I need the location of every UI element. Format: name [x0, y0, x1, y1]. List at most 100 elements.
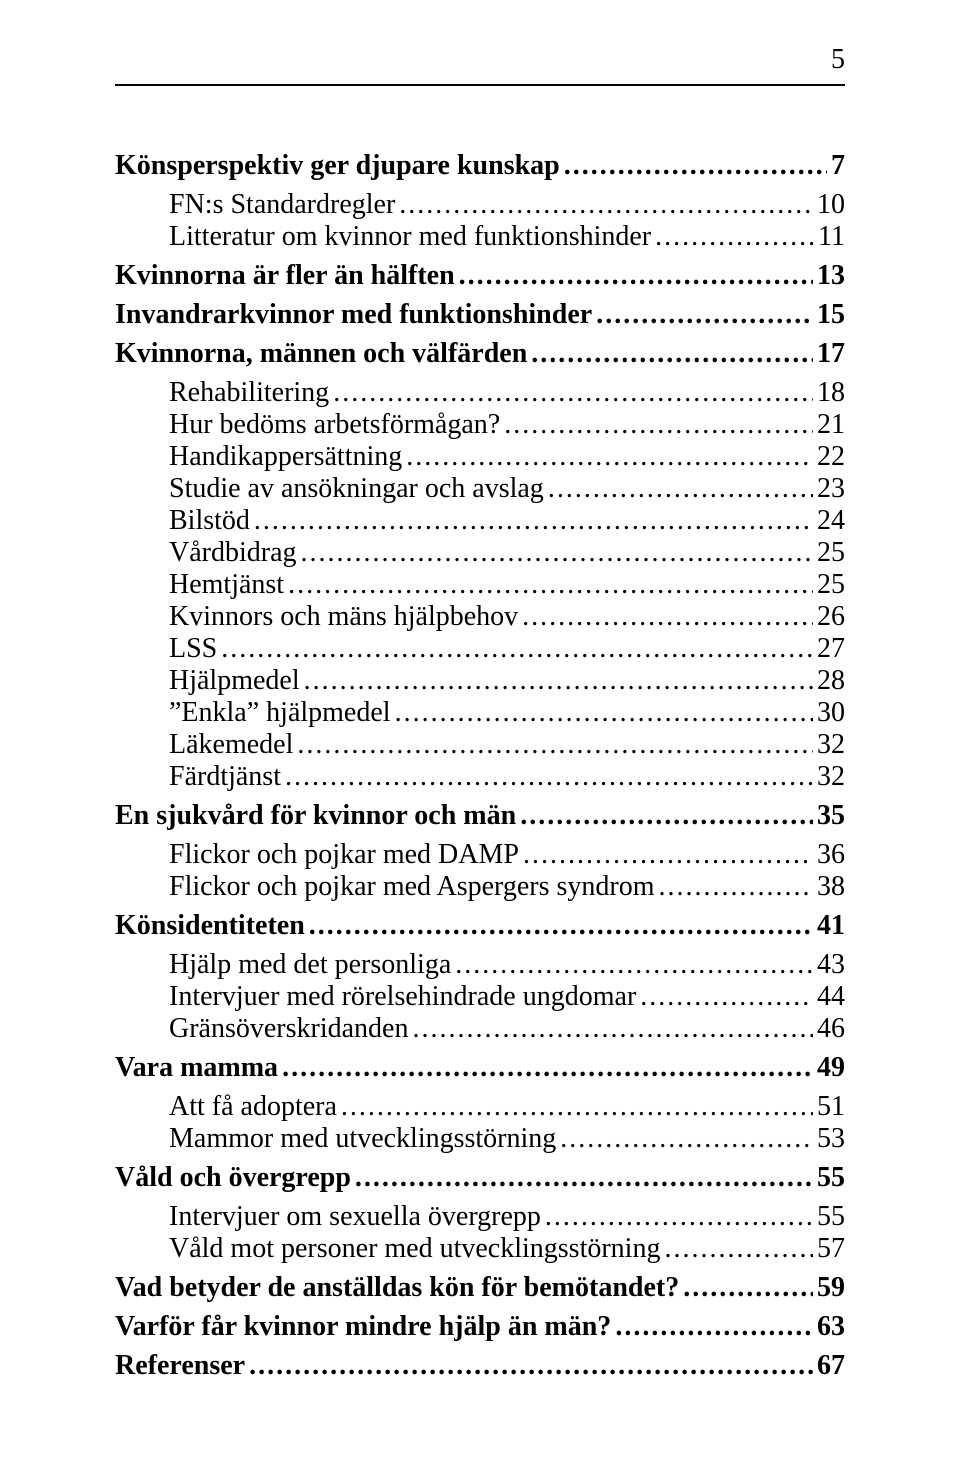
toc-entry-label: Kvinnorna, männen och välfärden	[115, 338, 527, 370]
toc-entry: LSS 27	[115, 633, 845, 665]
toc-entry-page: 7	[831, 150, 845, 182]
toc-entry-page: 44	[817, 981, 845, 1013]
toc-entry: Intervjuer om sexuella övergrepp55	[115, 1201, 845, 1233]
toc-entry-label: Kvinnorna är fler än hälften	[115, 260, 455, 292]
toc-entry: Kvinnors och mäns hjälpbehov26	[115, 601, 845, 633]
toc-entry-page: 32	[817, 761, 845, 793]
toc-entry-label: Hur bedöms arbetsförmågan?	[169, 409, 500, 441]
toc-entry-page: 23	[817, 473, 845, 505]
toc-leader-dots	[640, 981, 813, 1013]
toc-leader-dots	[249, 1350, 813, 1382]
toc-entry: Flickor och pojkar med Aspergers syndrom…	[115, 871, 845, 903]
toc-leader-dots	[288, 569, 813, 601]
toc-entry-label: Könsidentiteten	[115, 910, 305, 942]
toc-leader-dots	[596, 299, 813, 331]
toc-leader-dots	[399, 189, 813, 221]
toc-entry-page: 25	[817, 569, 845, 601]
toc-entry: Våld och övergrepp 55	[115, 1162, 845, 1194]
toc-entry: En sjukvård för kvinnor och män35	[115, 800, 845, 832]
toc-leader-dots	[282, 1052, 813, 1084]
toc-entry-label: Kvinnors och mäns hjälpbehov	[169, 601, 518, 633]
toc-leader-dots	[309, 910, 813, 942]
toc-leader-dots	[548, 473, 813, 505]
toc-entry: Gränsöverskridanden46	[115, 1013, 845, 1045]
toc-leader-dots	[355, 1162, 813, 1194]
toc-leader-dots	[304, 665, 813, 697]
toc-leader-dots	[297, 729, 813, 761]
toc-entry-label: Intervjuer med rörelsehindrade ungdomar	[169, 981, 636, 1013]
toc-leader-dots	[412, 1013, 813, 1045]
toc-entry-label: Invandrarkvinnor med funktionshinder	[115, 299, 592, 331]
toc-entry-label: Rehabilitering	[169, 377, 329, 409]
toc-entry: Könsperspektiv ger djupare kunskap7	[115, 150, 845, 182]
toc-entry-page: 43	[817, 949, 845, 981]
toc-entry-page: 57	[817, 1233, 845, 1265]
toc-leader-dots	[504, 409, 813, 441]
toc-entry-label: Studie av ansökningar och avslag	[169, 473, 544, 505]
toc-entry-label: Vad betyder de anställdas kön för bemöta…	[115, 1272, 679, 1304]
toc-entry-page: 49	[817, 1052, 845, 1084]
toc-leader-dots	[522, 601, 813, 633]
toc-entry-page: 11	[818, 221, 845, 253]
toc-entry-label: Våld mot personer med utvecklingsstörnin…	[169, 1233, 660, 1265]
toc-leader-dots	[683, 1272, 813, 1304]
toc-entry-label: Vårdbidrag	[169, 537, 297, 569]
toc-entry-label: Mammor med utvecklingsstörning	[169, 1123, 556, 1155]
toc-entry-label: Referenser	[115, 1350, 245, 1382]
toc-entry: Hemtjänst25	[115, 569, 845, 601]
toc-entry: ”Enkla” hjälpmedel30	[115, 697, 845, 729]
toc-entry-page: 63	[817, 1311, 845, 1343]
toc-entry-label: Färdtjänst	[169, 761, 281, 793]
toc-entry: Flickor och pojkar med DAMP36	[115, 839, 845, 871]
toc-leader-dots	[664, 1233, 813, 1265]
toc-entry: Bilstöd 24	[115, 505, 845, 537]
toc-leader-dots	[545, 1201, 813, 1233]
toc-entry: Läkemedel 32	[115, 729, 845, 761]
toc-entry-label: Handikappersättning	[169, 441, 402, 473]
toc-entry-page: 17	[817, 338, 845, 370]
toc-entry: Färdtjänst 32	[115, 761, 845, 793]
toc-entry-page: 30	[817, 697, 845, 729]
toc-entry: Intervjuer med rörelsehindrade ungdomar 4…	[115, 981, 845, 1013]
toc-entry-label: Hjälpmedel	[169, 665, 300, 697]
table-of-contents: Könsperspektiv ger djupare kunskap7 FN:s …	[115, 143, 845, 1389]
toc-entry: Studie av ansökningar och avslag 23	[115, 473, 845, 505]
toc-entry-page: 28	[817, 665, 845, 697]
toc-entry: Litteratur om kvinnor med funktionshinde…	[115, 221, 845, 253]
toc-leader-dots	[301, 537, 813, 569]
page: 5 Könsperspektiv ger djupare kunskap7FN:…	[0, 0, 960, 1473]
toc-entry-page: 59	[817, 1272, 845, 1304]
toc-entry-page: 53	[817, 1123, 845, 1155]
toc-entry-page: 24	[817, 505, 845, 537]
toc-entry-label: Flickor och pojkar med Aspergers syndrom	[169, 871, 655, 903]
toc-entry-label: Bilstöd	[169, 505, 250, 537]
toc-entry-label: Läkemedel	[169, 729, 293, 761]
toc-entry-label: FN:s Standardregler	[169, 189, 395, 221]
toc-entry: Vad betyder de anställdas kön för bemöta…	[115, 1272, 845, 1304]
toc-entry: Handikappersättning22	[115, 441, 845, 473]
toc-entry-page: 25	[817, 537, 845, 569]
toc-entry-page: 32	[817, 729, 845, 761]
toc-leader-dots	[531, 338, 813, 370]
toc-entry: Invandrarkvinnor med funktionshinder15	[115, 299, 845, 331]
toc-entry-label: Våld och övergrepp	[115, 1162, 351, 1194]
toc-leader-dots	[564, 150, 827, 182]
toc-leader-dots	[523, 839, 813, 871]
toc-entry-label: Intervjuer om sexuella övergrepp	[169, 1201, 541, 1233]
toc-entry-page: 13	[817, 260, 845, 292]
toc-leader-dots	[341, 1091, 813, 1123]
toc-leader-dots	[615, 1311, 813, 1343]
toc-entry-page: 21	[817, 409, 845, 441]
toc-leader-dots	[659, 871, 813, 903]
toc-entry-label: En sjukvård för kvinnor och män	[115, 800, 516, 832]
toc-entry-label: Hjälp med det personliga	[169, 949, 451, 981]
toc-entry-label: Flickor och pojkar med DAMP	[169, 839, 519, 871]
toc-entry-page: 10	[817, 189, 845, 221]
horizontal-rule	[115, 84, 845, 86]
toc-entry-page: 27	[817, 633, 845, 665]
toc-entry-page: 55	[817, 1162, 845, 1194]
toc-entry-page: 18	[817, 377, 845, 409]
toc-entry-label: LSS	[169, 633, 217, 665]
toc-entry: Att få adoptera51	[115, 1091, 845, 1123]
toc-leader-dots	[459, 260, 813, 292]
